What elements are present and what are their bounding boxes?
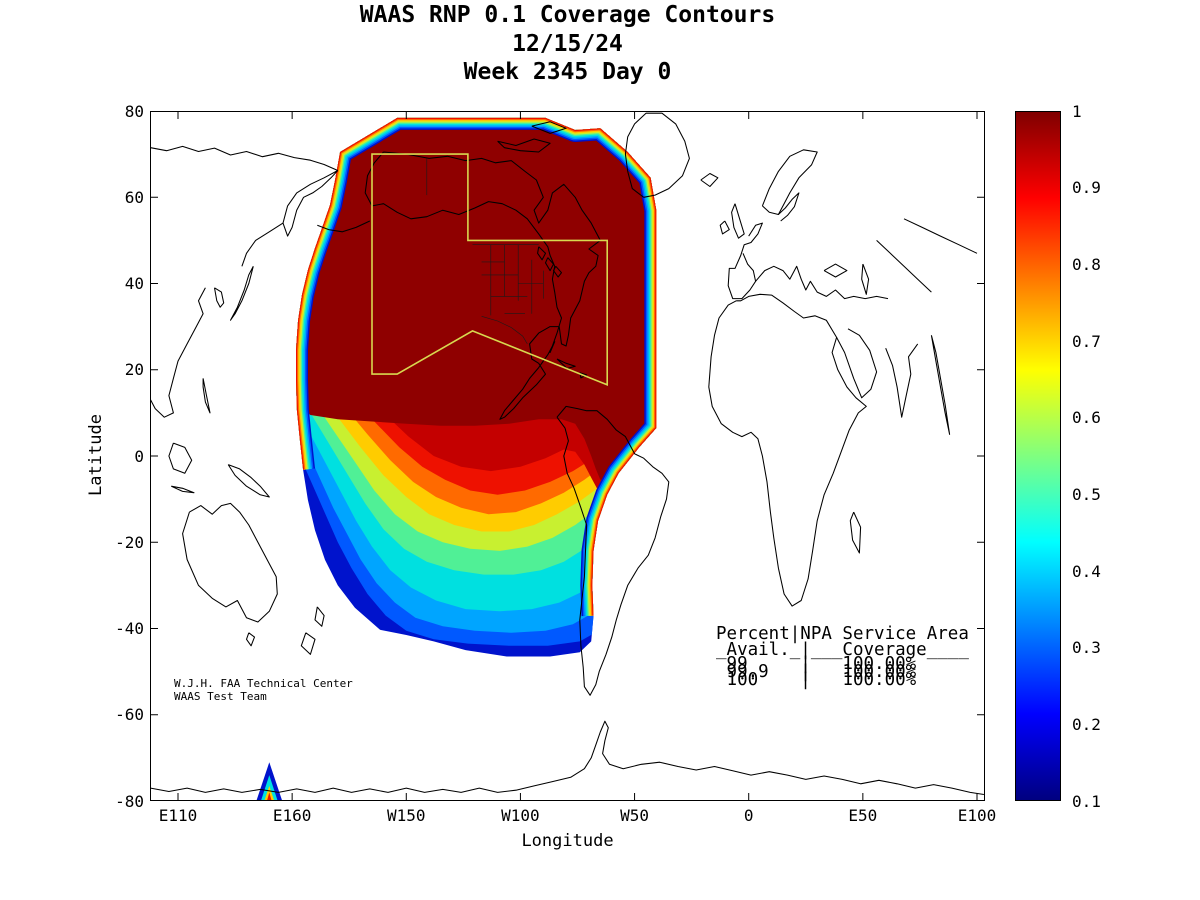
- x-tick-label: W100: [501, 806, 540, 825]
- y-tick-label: 60: [124, 187, 144, 207]
- x-tick-label: W150: [387, 806, 426, 825]
- antarctic-contour-feature: [256, 762, 283, 801]
- y-tick-label: -60: [115, 705, 144, 725]
- figure-week-day: Week 2345 Day 0: [463, 59, 672, 85]
- state-border-lines: [426, 158, 544, 345]
- colorbar-tick-label: 1: [1072, 101, 1082, 121]
- y-tick-label: 20: [124, 360, 144, 380]
- map-plot: [150, 111, 985, 801]
- colorbar-tick-label: 0.7: [1072, 331, 1101, 351]
- figure-date: 12/15/24: [512, 31, 623, 57]
- y-tick-label: -20: [115, 532, 144, 552]
- contour-layers: [296, 117, 657, 646]
- x-tick-label: E50: [848, 806, 878, 825]
- credit-line1: W.J.H. FAA Technical Center: [174, 677, 353, 690]
- colorbar-tick-label: 0.4: [1072, 561, 1101, 581]
- x-tick-label: 0: [743, 806, 754, 825]
- coverage-table-header2: _Avail._|___Coverage____: [716, 640, 969, 660]
- x-tick-label: W50: [620, 806, 650, 825]
- colorbar-tick-label: 0.5: [1072, 484, 1101, 504]
- colorbar-tick-label: 0.1: [1072, 791, 1101, 811]
- coverage-table-row: 99 | 100.00%: [716, 654, 917, 674]
- y-tick-label: 40: [124, 274, 144, 293]
- colorbar-tick-label: 0.2: [1072, 714, 1101, 734]
- x-axis-label: Longitude: [521, 831, 614, 851]
- y-tick-label: -40: [115, 619, 144, 638]
- x-tick-label: E100: [957, 806, 997, 825]
- coverage-table-row: 100 | 100.00%: [716, 670, 917, 690]
- colorbar-tick-label: 0.3: [1072, 638, 1101, 658]
- coverage-table-row: 99.9 | 100.00%: [716, 662, 917, 682]
- x-tick-label: E160: [272, 806, 312, 825]
- figure-title: WAAS RNP 0.1 Coverage Contours: [359, 2, 776, 28]
- credit-line2: WAAS Test Team: [174, 690, 267, 703]
- colorbar: [1015, 111, 1061, 801]
- y-tick-label: 0: [134, 446, 144, 466]
- coastlines: [150, 112, 984, 796]
- colorbar-tick-label: 0.6: [1072, 408, 1101, 428]
- axis-ticks: [150, 111, 985, 801]
- colorbar-tick-label: 0.9: [1072, 178, 1101, 198]
- y-tick-label: 80: [124, 101, 144, 121]
- colorbar-tick-label: 0.8: [1072, 254, 1101, 274]
- coverage-table-header1: Percent|NPA Service Area: [716, 624, 969, 644]
- service-area-outline: [371, 153, 608, 386]
- y-tick-label: -80: [115, 791, 144, 811]
- x-tick-label: E110: [158, 806, 198, 825]
